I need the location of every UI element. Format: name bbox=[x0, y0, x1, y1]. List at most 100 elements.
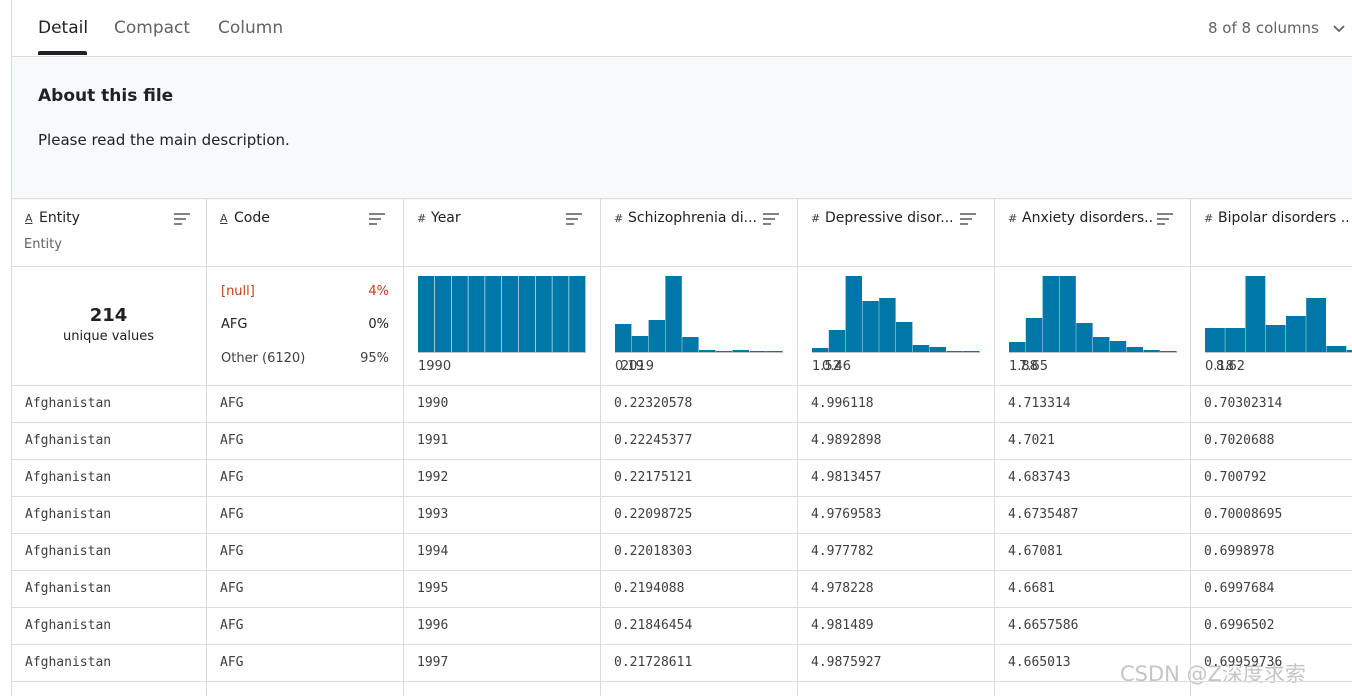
histogram-bar bbox=[766, 351, 783, 352]
histogram-bar bbox=[879, 298, 896, 352]
histogram-bar bbox=[715, 351, 733, 352]
cell: 4.9813457 bbox=[811, 470, 882, 485]
cell: AFG bbox=[220, 618, 244, 633]
cell: 4.6681 bbox=[1008, 581, 1055, 596]
column-count[interactable]: 8 of 8 columns bbox=[1208, 19, 1319, 37]
about-panel bbox=[11, 56, 1352, 200]
about-title: About this file bbox=[38, 86, 174, 106]
cell: 4.683743 bbox=[1008, 470, 1071, 485]
tab[interactable]: Detail bbox=[38, 18, 89, 38]
histogram-bar bbox=[862, 301, 879, 352]
tab[interactable]: Column bbox=[218, 18, 284, 38]
range-min: 1.52 bbox=[812, 359, 841, 374]
cell: 4.6735487 bbox=[1008, 507, 1079, 522]
cell: 1992 bbox=[417, 470, 449, 485]
histogram-bar bbox=[1042, 276, 1059, 352]
range-min: 0.18 bbox=[1205, 359, 1234, 374]
cell: 0.70302314 bbox=[1204, 396, 1283, 411]
row-border bbox=[11, 644, 1352, 645]
histogram-bar bbox=[665, 276, 682, 352]
about-text: Please read the main description. bbox=[38, 131, 290, 149]
histogram-bar bbox=[1109, 341, 1127, 352]
cell: Afghanistan bbox=[25, 470, 112, 485]
histogram-bar bbox=[1025, 318, 1043, 352]
cell: 0.6997684 bbox=[1204, 581, 1275, 596]
histogram-bar bbox=[732, 350, 749, 352]
cell: 1993 bbox=[417, 507, 449, 522]
cell: 0.2194088 bbox=[614, 581, 685, 596]
cell: AFG bbox=[220, 655, 244, 670]
header-border bbox=[11, 266, 1352, 267]
value-percent: 95% bbox=[360, 351, 389, 366]
sort-button[interactable] bbox=[763, 212, 779, 226]
column-border bbox=[1190, 198, 1191, 696]
cell: Afghanistan bbox=[25, 433, 112, 448]
sort-button[interactable] bbox=[566, 212, 582, 226]
histogram-bar bbox=[912, 345, 930, 352]
type-icon: A bbox=[220, 212, 228, 225]
column-name: Anxiety disorders... bbox=[1022, 210, 1152, 226]
histogram-bar bbox=[1143, 350, 1160, 352]
histogram-bar bbox=[749, 351, 766, 352]
range-max: 0.46 bbox=[822, 359, 851, 374]
cell: Afghanistan bbox=[25, 618, 112, 633]
histogram-bar bbox=[434, 276, 451, 352]
histogram-bar bbox=[615, 324, 632, 352]
column-border bbox=[600, 198, 601, 696]
chevron[interactable] bbox=[1332, 22, 1346, 36]
histogram-bar bbox=[468, 276, 485, 352]
range-min: 1.88 bbox=[1009, 359, 1038, 374]
cell: 4.9892898 bbox=[811, 433, 882, 448]
histogram bbox=[812, 276, 980, 353]
range-max: 8.62 bbox=[1216, 359, 1245, 374]
sort-button[interactable] bbox=[174, 212, 190, 226]
cell: AFG bbox=[220, 544, 244, 559]
cell: 1996 bbox=[417, 618, 449, 633]
unique-label: unique values bbox=[63, 329, 154, 344]
row-border bbox=[11, 422, 1352, 423]
column-subtitle: Entity bbox=[24, 237, 62, 252]
sort-button[interactable] bbox=[1157, 212, 1173, 226]
watermark: CSDN @Z深度求索 bbox=[1120, 662, 1306, 686]
column-border bbox=[206, 198, 207, 696]
histogram bbox=[615, 276, 783, 353]
row-border bbox=[11, 533, 1352, 534]
left-border bbox=[11, 0, 12, 696]
cell: Afghanistan bbox=[25, 507, 112, 522]
histogram-bar bbox=[1346, 350, 1352, 352]
type-icon: # bbox=[811, 212, 821, 225]
histogram-bar bbox=[535, 276, 552, 352]
row-border bbox=[11, 570, 1352, 571]
histogram-bar bbox=[1285, 316, 1306, 352]
histogram-bar bbox=[828, 330, 846, 352]
sort-button[interactable] bbox=[960, 212, 976, 226]
cell: 1997 bbox=[417, 655, 449, 670]
tab[interactable]: Compact bbox=[114, 18, 191, 38]
histogram-bar bbox=[1076, 323, 1093, 352]
column-name: Code bbox=[234, 210, 270, 226]
table-top-border bbox=[11, 198, 1352, 199]
cell: AFG bbox=[220, 581, 244, 596]
range-min: 1990 bbox=[418, 359, 452, 374]
histogram-bar bbox=[929, 347, 946, 352]
histogram-bar bbox=[1009, 342, 1026, 352]
row-border bbox=[11, 459, 1352, 460]
cell: Afghanistan bbox=[25, 581, 112, 596]
value-percent: 0% bbox=[368, 317, 389, 332]
sort-button[interactable] bbox=[369, 212, 385, 226]
cell: 0.22018303 bbox=[614, 544, 693, 559]
histogram-bar bbox=[502, 276, 519, 352]
cell: 4.978228 bbox=[811, 581, 874, 596]
range-min: 0.19 bbox=[615, 359, 644, 374]
cell: 0.21846454 bbox=[614, 618, 693, 633]
column-border bbox=[994, 198, 995, 696]
cell: 0.22245377 bbox=[614, 433, 693, 448]
cell: AFG bbox=[220, 433, 244, 448]
cell: 0.6996502 bbox=[1204, 618, 1275, 633]
histogram-bar bbox=[963, 351, 980, 352]
range-max: 7.65 bbox=[1019, 359, 1048, 374]
histogram-bar bbox=[682, 337, 699, 352]
value-percent: 4% bbox=[368, 284, 389, 299]
cell: 4.7021 bbox=[1008, 433, 1055, 448]
